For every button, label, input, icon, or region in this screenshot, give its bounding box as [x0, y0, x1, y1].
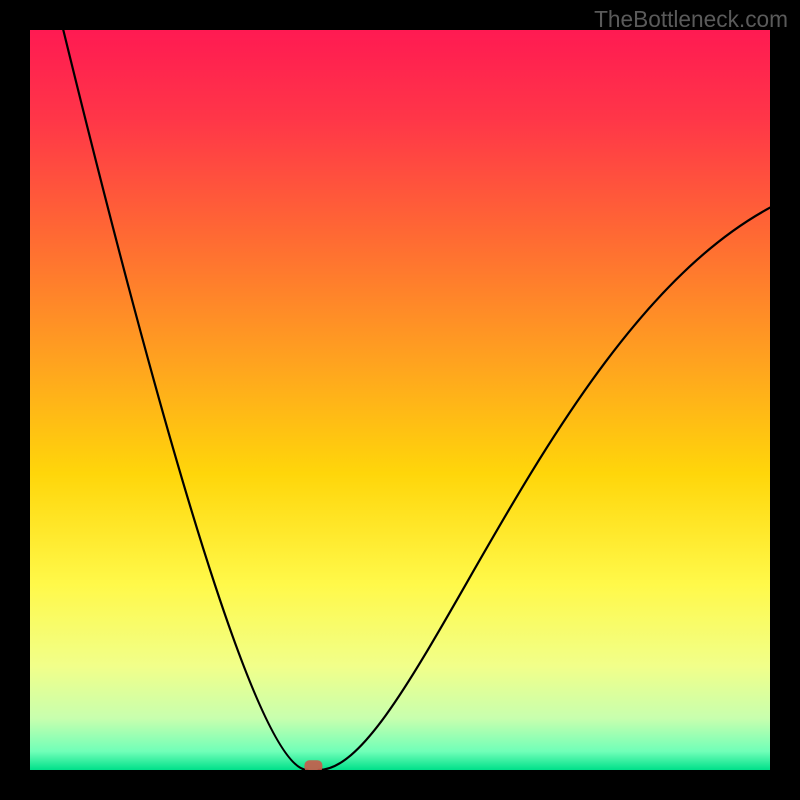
bottleneck-chart [0, 0, 800, 800]
watermark-text: TheBottleneck.com [594, 6, 788, 33]
chart-container: TheBottleneck.com [0, 0, 800, 800]
chart-background [30, 30, 770, 770]
